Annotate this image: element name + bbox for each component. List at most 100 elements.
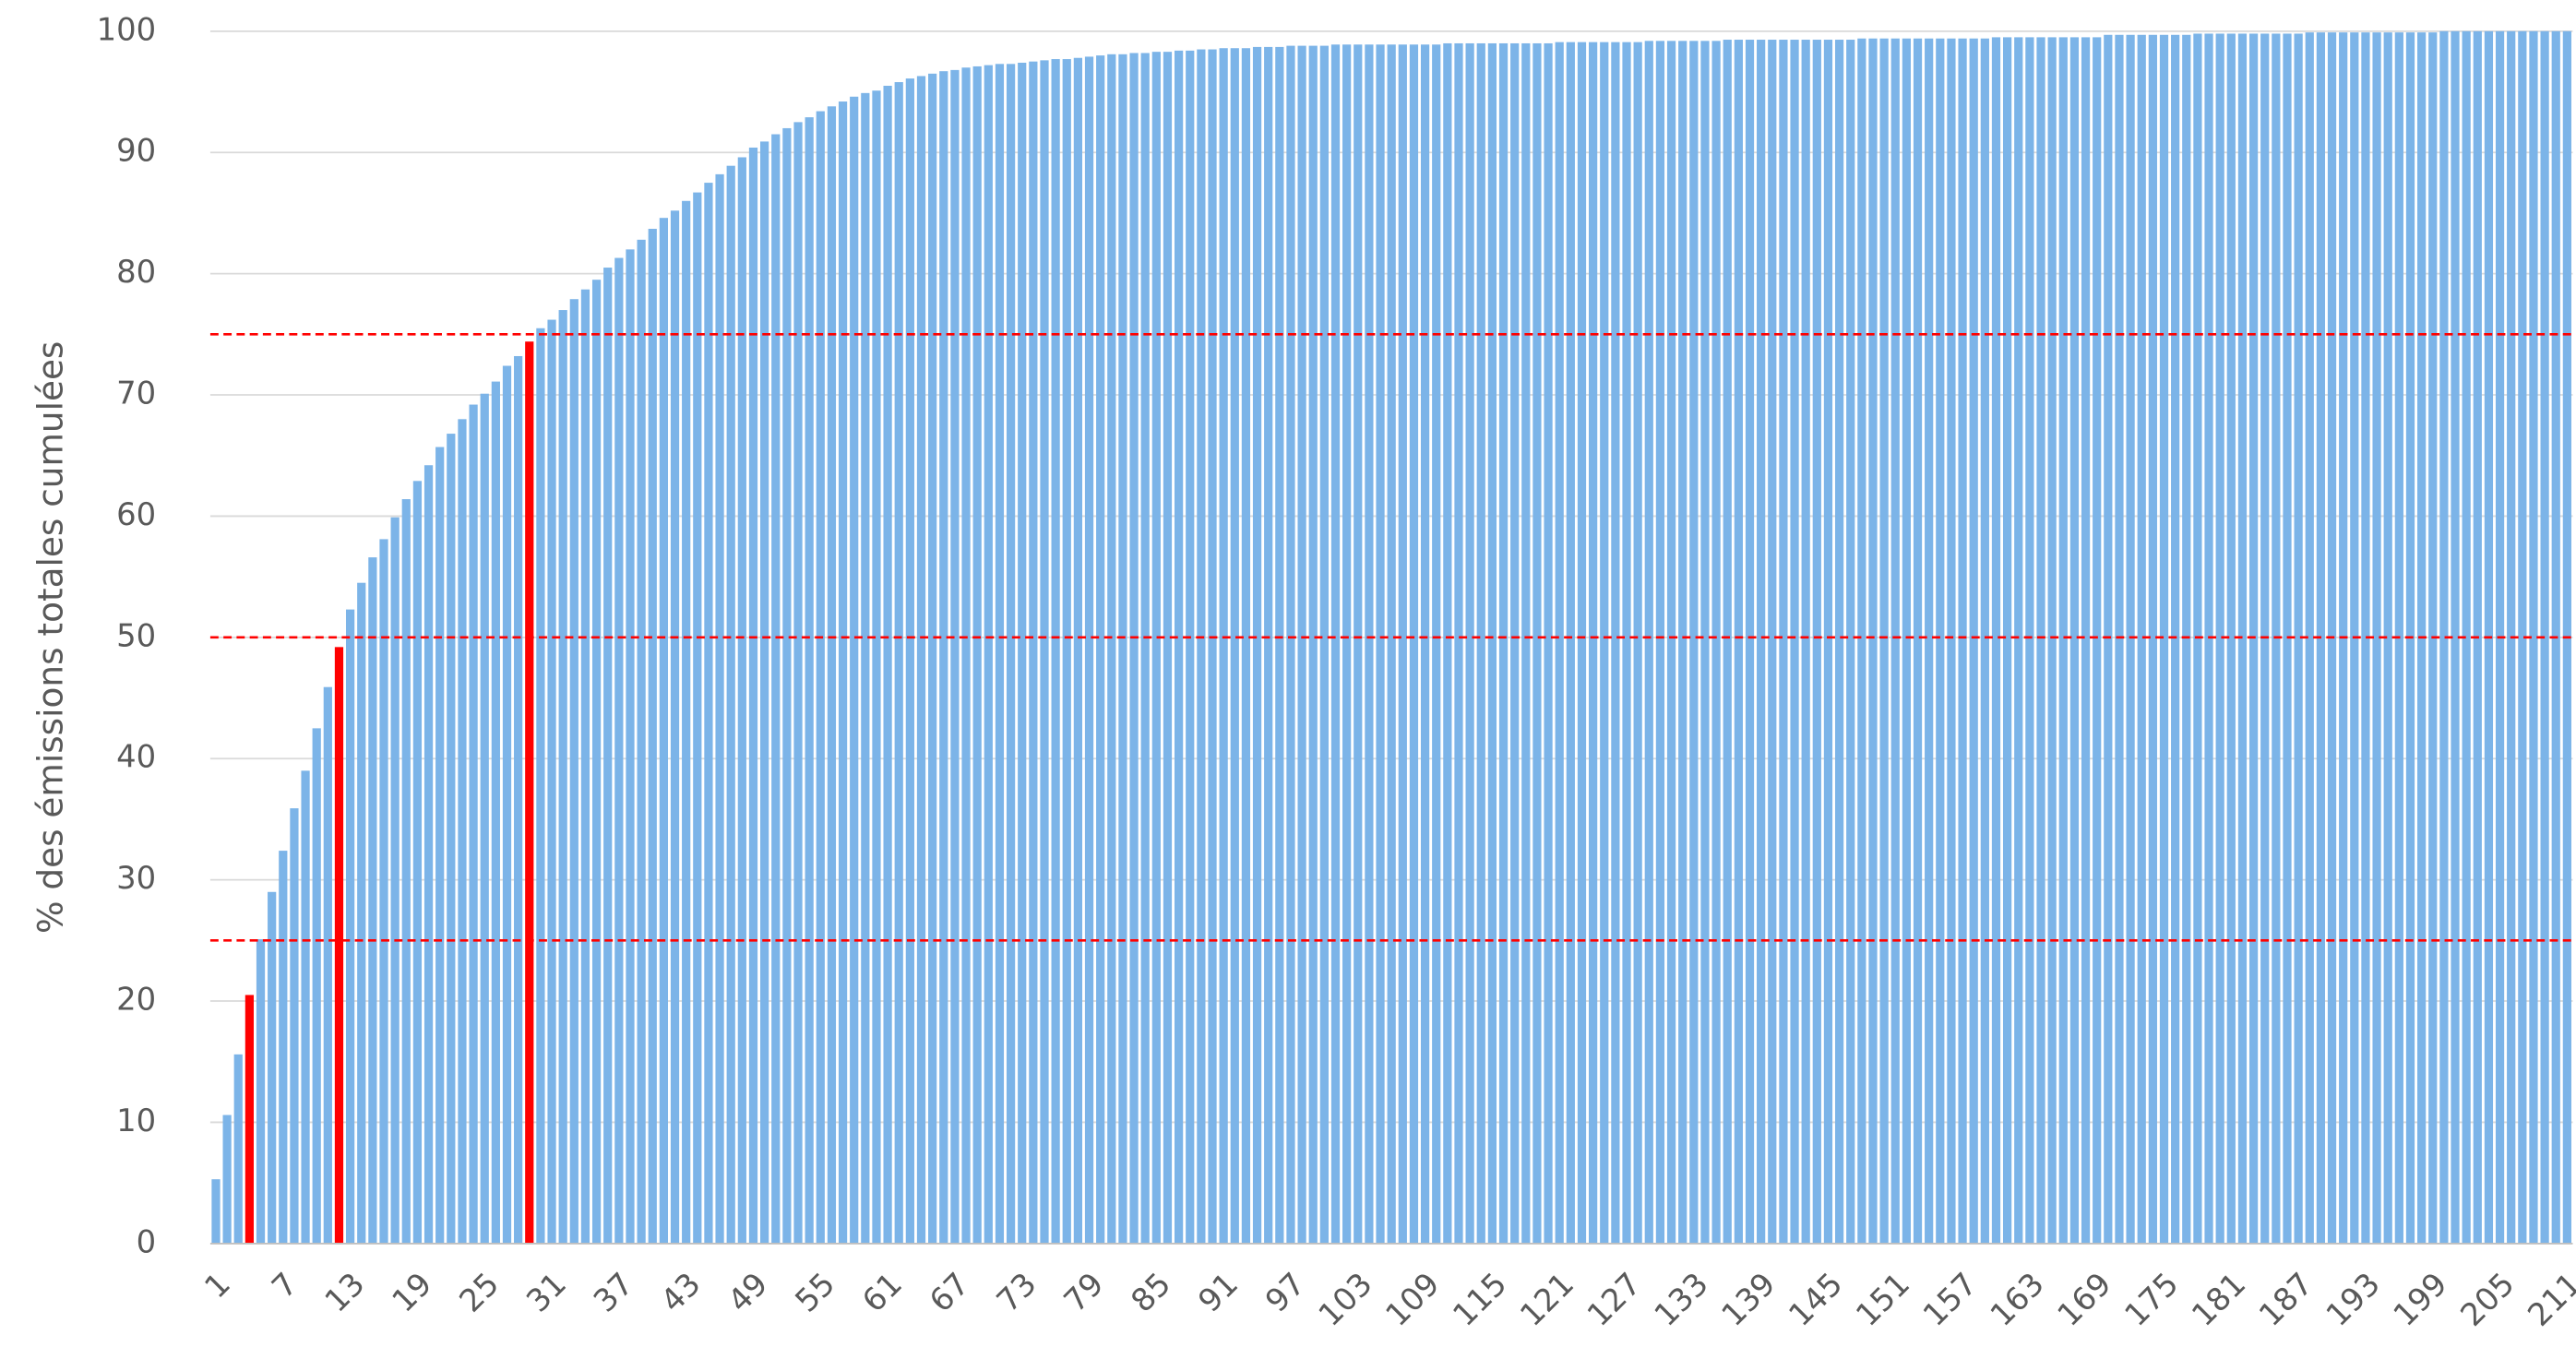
bar xyxy=(1062,59,1071,1244)
bar xyxy=(435,447,445,1244)
bar xyxy=(368,557,377,1244)
x-tick-label: 145 xyxy=(1782,1266,1849,1333)
bar xyxy=(1846,40,1855,1244)
y-tick-label: 90 xyxy=(116,133,156,169)
bar xyxy=(233,1054,243,1244)
bar xyxy=(480,393,489,1244)
bar xyxy=(591,280,602,1244)
bar xyxy=(536,328,545,1244)
bar xyxy=(793,122,803,1244)
bar xyxy=(1018,62,1027,1244)
bar xyxy=(693,192,702,1244)
bar xyxy=(1498,42,1509,1244)
y-axis-title: % des émissions totales cumulées xyxy=(30,341,70,934)
bar xyxy=(2104,34,2113,1244)
bar xyxy=(984,65,993,1244)
bar xyxy=(1991,37,2001,1244)
x-tick-label: 181 xyxy=(2185,1266,2252,1333)
x-tick-label: 19 xyxy=(385,1266,438,1319)
bar xyxy=(1107,54,1116,1244)
bar xyxy=(1980,38,1989,1244)
bar xyxy=(1689,41,1699,1244)
bar xyxy=(334,647,344,1244)
bar xyxy=(872,90,881,1244)
x-tick-label: 55 xyxy=(788,1266,841,1319)
bar xyxy=(905,78,914,1244)
bar xyxy=(1208,49,1217,1244)
bar xyxy=(2047,37,2057,1244)
bar xyxy=(1812,40,1821,1244)
bar xyxy=(1443,42,1452,1244)
bar xyxy=(1913,38,1923,1244)
bar xyxy=(1387,44,1396,1244)
bar xyxy=(2025,37,2034,1244)
x-tick-label: 151 xyxy=(1849,1266,1916,1333)
bar xyxy=(491,381,500,1244)
bar xyxy=(995,64,1005,1244)
bar xyxy=(1678,41,1688,1244)
x-tick-label: 85 xyxy=(1124,1266,1177,1319)
bar xyxy=(1544,42,1553,1244)
x-tick-label: 43 xyxy=(654,1266,708,1319)
bar xyxy=(1140,53,1150,1244)
bar xyxy=(244,995,255,1244)
bar xyxy=(1757,40,1766,1244)
bar xyxy=(222,1115,232,1244)
bar xyxy=(1186,50,1195,1244)
x-tick-label: 7 xyxy=(265,1266,304,1305)
bar xyxy=(458,419,467,1244)
bar xyxy=(1723,40,1732,1244)
bar xyxy=(1890,38,1900,1244)
bar xyxy=(2462,30,2471,1244)
x-tick-label: 175 xyxy=(2117,1266,2185,1333)
x-tick-label: 109 xyxy=(1378,1266,1446,1333)
bar xyxy=(268,891,277,1244)
bar xyxy=(2148,34,2157,1244)
bar xyxy=(502,365,512,1244)
x-tick-label: 211 xyxy=(2521,1266,2576,1333)
bar xyxy=(1589,42,1598,1244)
bar xyxy=(2226,33,2236,1244)
bar xyxy=(2081,37,2091,1244)
bar xyxy=(838,101,848,1244)
bar xyxy=(290,808,299,1244)
x-tick-label: 193 xyxy=(2320,1266,2387,1333)
x-tick-label: 169 xyxy=(2051,1266,2118,1333)
bar xyxy=(2518,30,2527,1244)
bar xyxy=(312,728,321,1244)
bar xyxy=(1779,40,1788,1244)
bar xyxy=(1823,40,1833,1244)
bar xyxy=(1342,44,1352,1244)
bar xyxy=(715,173,724,1244)
bar xyxy=(423,465,434,1244)
bar xyxy=(2361,32,2370,1244)
x-tick-label: 37 xyxy=(587,1266,640,1319)
bar xyxy=(1230,48,1239,1244)
bar xyxy=(1275,46,1284,1244)
y-tick-label: 60 xyxy=(116,496,156,532)
bar xyxy=(771,134,781,1244)
bar xyxy=(2305,32,2314,1244)
bar xyxy=(2529,30,2538,1244)
bar xyxy=(1768,40,1777,1244)
bar xyxy=(759,141,769,1244)
bar xyxy=(626,249,635,1244)
y-tick-label: 80 xyxy=(116,254,156,290)
bar xyxy=(569,299,578,1244)
bar xyxy=(1790,40,1799,1244)
x-tick-label: 67 xyxy=(923,1266,976,1319)
bar xyxy=(580,289,590,1244)
bar xyxy=(648,229,657,1244)
bar xyxy=(1398,44,1407,1244)
x-tick-label: 121 xyxy=(1513,1266,1580,1333)
x-tick-label: 187 xyxy=(2252,1266,2320,1333)
x-tick-label: 31 xyxy=(519,1266,573,1319)
bar xyxy=(1084,56,1094,1244)
bar xyxy=(827,106,837,1244)
bar xyxy=(1409,44,1419,1244)
bar xyxy=(1432,44,1441,1244)
bar xyxy=(1029,61,1038,1244)
bar xyxy=(2003,37,2012,1244)
bar xyxy=(323,686,332,1244)
